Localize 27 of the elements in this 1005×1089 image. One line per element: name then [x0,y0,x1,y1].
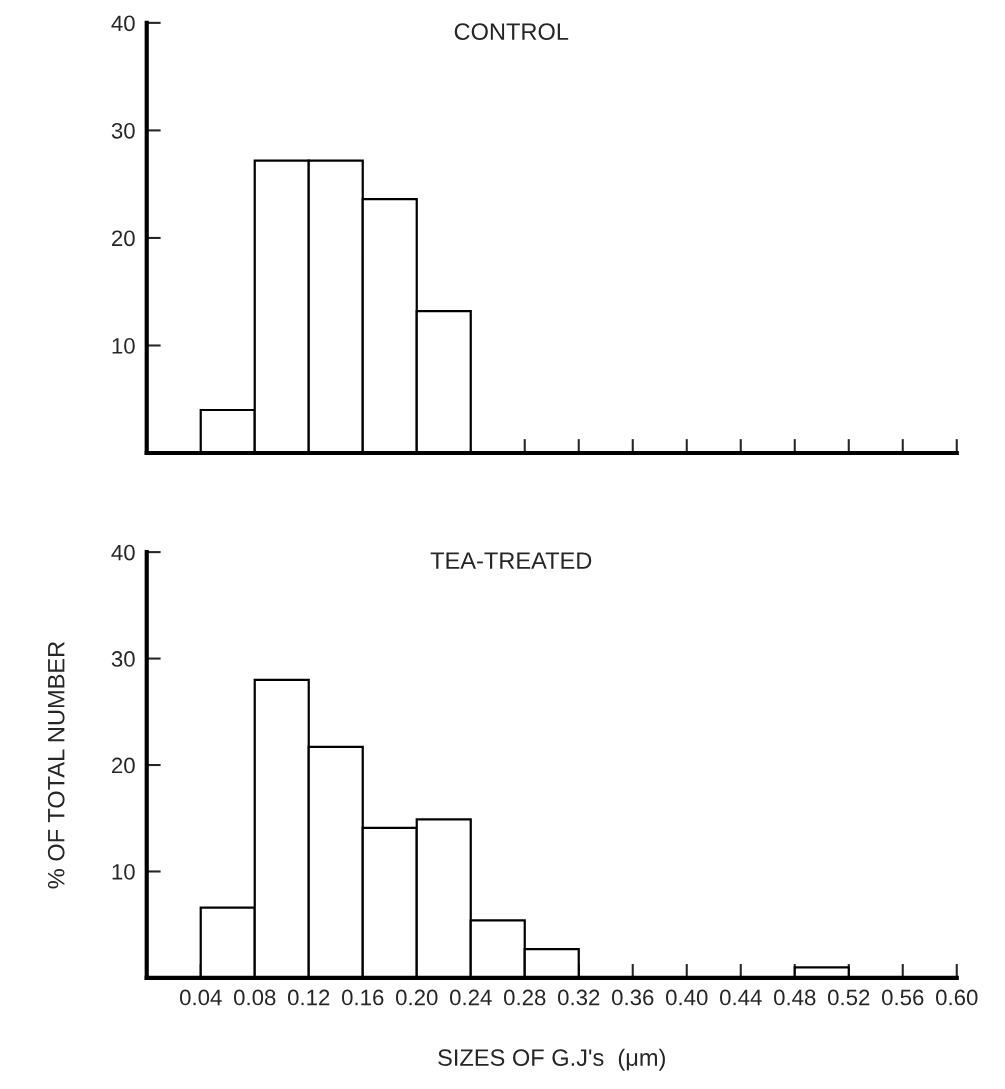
y-tick-label: 20 [112,230,135,247]
x-tick-label: 0.28 [503,989,546,1006]
x-tick-label: 0.08 [233,989,276,1006]
x-tick-label: 0.12 [287,989,330,1006]
x-tick-label: 0.56 [882,989,924,1006]
x-tick-label: 0.04 [179,989,222,1006]
x-tick-label: 0.48 [774,989,816,1006]
x-tick-label: 0.40 [665,989,708,1006]
x-tick-label: 0.60 [936,989,978,1006]
chart-title: TEA-TREATED [430,552,592,569]
y-tick-label: 20 [112,757,135,774]
y-tick-label: 30 [111,651,135,667]
y-tick-label: 40 [111,15,135,32]
x-tick-label: 0.20 [395,989,438,1006]
x-tick-label: 0.36 [611,989,654,1006]
x-tick-label: 0.32 [557,989,600,1006]
x-tick-label: 0.24 [449,989,492,1006]
y-tick-label: 10 [112,864,135,880]
chart-title: CONTROL [454,23,569,40]
y-tick-label: 10 [112,338,135,354]
y-tick-label: 40 [111,544,135,561]
x-tick-label: 0.44 [720,989,762,1006]
x-tick-label: 0.16 [341,989,384,1006]
y-tick-label: 30 [111,122,135,139]
y-axis-title: % OF TOTAL NUMBER [47,641,65,889]
x-axis-title: SIZES OF G.J's (μm) [438,1048,665,1071]
x-tick-label: 0.52 [828,989,870,1006]
